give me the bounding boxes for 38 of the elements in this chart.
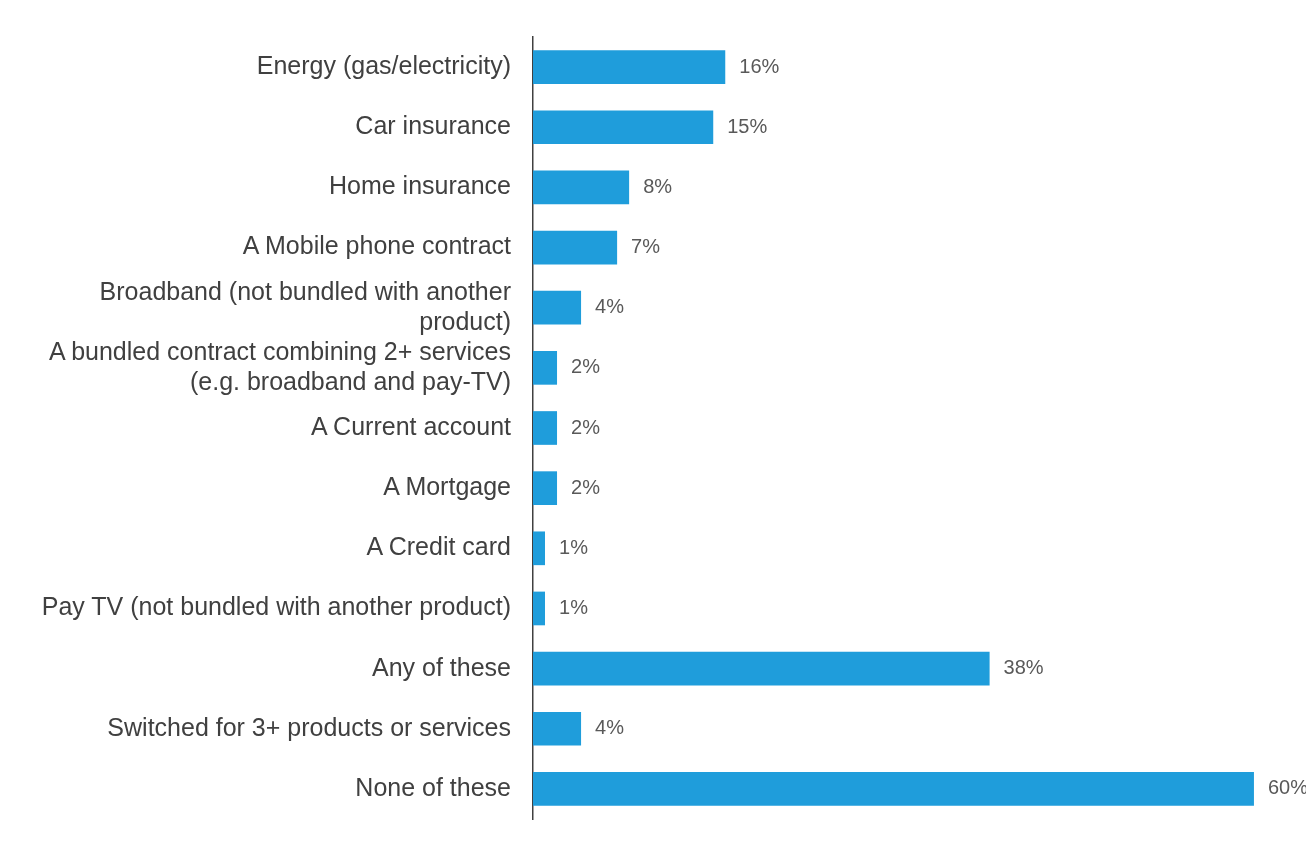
- bar: [533, 591, 546, 626]
- y-tick-label: Car insurance: [355, 111, 511, 140]
- data-label: 8%: [643, 174, 673, 197]
- y-tick-label: Switched for 3+ products or services: [107, 712, 511, 741]
- y-tick-label: Broadband (not bundled with another product): [99, 276, 511, 335]
- y-tick-label: A Mortgage: [383, 472, 511, 501]
- data-label: 2%: [571, 475, 601, 498]
- data-label: 2%: [571, 415, 601, 438]
- y-tick-label: Pay TV (not bundled with another product): [41, 592, 511, 621]
- bar: [533, 290, 582, 325]
- y-tick-label: A Mobile phone contract: [242, 231, 512, 260]
- bar: [533, 170, 630, 205]
- bar: [533, 50, 726, 84]
- bar: [533, 411, 558, 445]
- data-label: 4%: [595, 295, 625, 318]
- y-tick-label: None of these: [355, 772, 511, 801]
- bar: [533, 230, 618, 265]
- bar: [533, 110, 714, 145]
- y-tick-label: A Credit card: [366, 532, 511, 561]
- y-tick-label: A Current account: [310, 411, 512, 440]
- data-label: 15%: [727, 114, 768, 137]
- y-tick-label: Home insurance: [328, 171, 511, 200]
- bar: [533, 531, 546, 566]
- bar: [533, 711, 582, 746]
- data-label: 7%: [631, 235, 661, 258]
- data-label: 38%: [1003, 656, 1044, 679]
- data-label: 1%: [559, 595, 589, 618]
- bar: [533, 471, 558, 505]
- bar: [533, 772, 1254, 806]
- y-tick-label: Any of these: [372, 652, 511, 681]
- data-label: 16%: [739, 54, 780, 77]
- y-tick-label: Energy (gas/electricity): [256, 50, 511, 79]
- data-label: 1%: [559, 535, 589, 558]
- y-tick-label: A bundled contract combining 2+ services (e.g. broadband and pay-TV): [48, 336, 511, 395]
- bar: [533, 651, 990, 686]
- data-label: 2%: [571, 355, 601, 378]
- bar: [533, 351, 558, 385]
- data-label: 4%: [595, 716, 625, 739]
